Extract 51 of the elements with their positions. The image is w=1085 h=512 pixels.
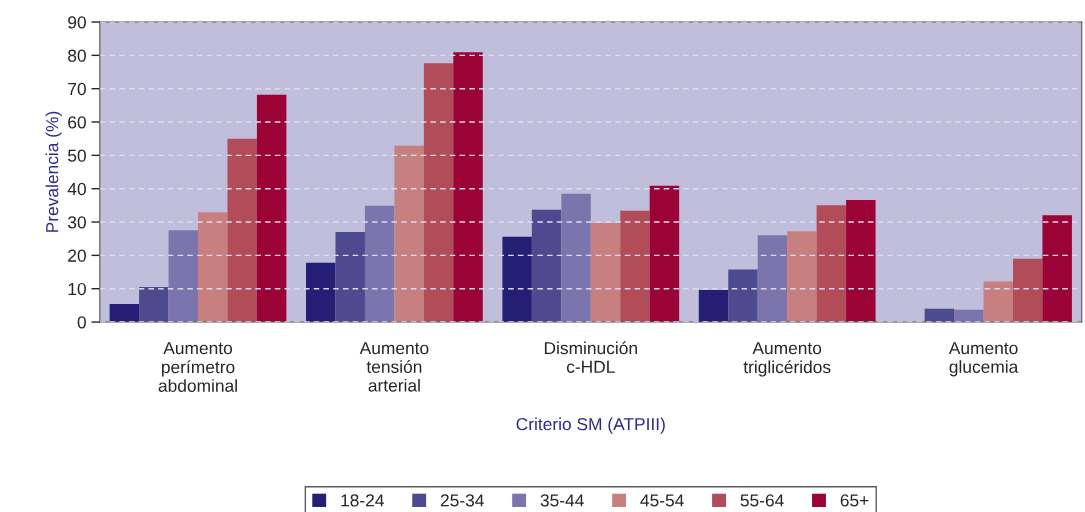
bar xyxy=(453,52,483,323)
bar xyxy=(335,232,365,323)
bar xyxy=(168,230,199,323)
legend-label: 45-54 xyxy=(640,494,684,507)
y-tick-label: 10 xyxy=(68,282,86,296)
bar xyxy=(757,235,788,323)
bar xyxy=(256,94,287,323)
y-tick-label: 40 xyxy=(67,182,86,196)
y-tick-label: 90 xyxy=(68,16,86,29)
bar xyxy=(561,193,591,323)
y-tick-label: 70 xyxy=(68,82,86,96)
x-tick-label: Aumento glucemia xyxy=(948,342,1019,377)
x-tick-label: Aumento perímetro abdominal xyxy=(158,342,237,392)
legend-label: 35-44 xyxy=(540,494,584,507)
bar xyxy=(620,210,650,323)
bar xyxy=(394,145,424,323)
bar xyxy=(109,304,140,323)
y-tick-label: 20 xyxy=(68,249,86,262)
bar xyxy=(1013,258,1043,323)
y-tick-label: 80 xyxy=(68,49,86,62)
legend-label: 18-24 xyxy=(341,494,384,507)
bar xyxy=(198,212,228,323)
bar xyxy=(846,200,876,323)
y-tick-label: 0 xyxy=(77,316,86,329)
bar xyxy=(787,231,817,323)
x-tick-label: Aumento tensión arterial xyxy=(359,342,429,392)
bar xyxy=(1042,215,1072,323)
bar xyxy=(502,236,532,323)
legend-label: 65+ xyxy=(840,494,869,507)
bar xyxy=(954,309,984,323)
bar xyxy=(364,205,395,323)
x-tick-label: Disminución c-HDL xyxy=(544,341,637,373)
y-axis-title: Prevalencia (%) xyxy=(45,111,62,232)
bar xyxy=(816,205,847,323)
x-axis-title: Criterio SM (ATPIII) xyxy=(516,417,665,434)
bar xyxy=(698,290,729,323)
bar xyxy=(728,269,758,323)
bar xyxy=(306,262,336,323)
bar xyxy=(227,138,257,323)
legend-label: 55-64 xyxy=(740,494,784,507)
legend-label: 25-34 xyxy=(440,494,484,507)
bar xyxy=(531,209,562,323)
x-tick-label: Aumento triglicéridos xyxy=(743,342,831,377)
bar xyxy=(139,287,169,323)
bar xyxy=(983,281,1014,323)
bar xyxy=(423,63,454,323)
y-tick-label: 50 xyxy=(68,149,86,162)
bar xyxy=(590,223,621,323)
bar xyxy=(649,185,680,323)
y-tick-label: 30 xyxy=(67,216,86,229)
y-tick-label: 60 xyxy=(68,116,86,129)
